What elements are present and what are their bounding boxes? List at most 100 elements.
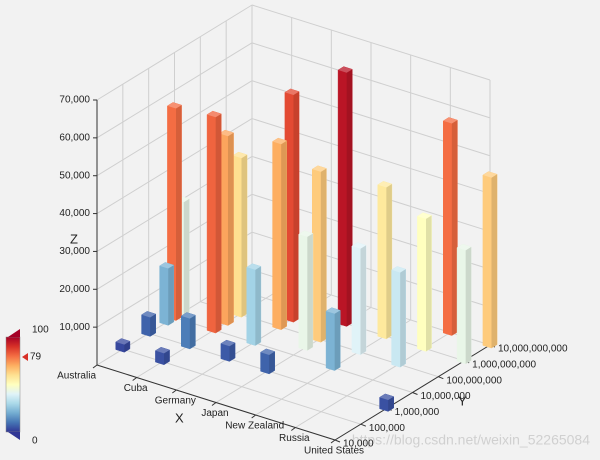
bar-body bbox=[443, 117, 458, 336]
bar-top bbox=[443, 117, 458, 124]
bar bbox=[379, 393, 394, 412]
x-tick-label: New Zealand bbox=[225, 421, 284, 432]
bar-top bbox=[377, 181, 392, 188]
x-tick-label: Japan bbox=[201, 408, 228, 419]
bar-top bbox=[260, 348, 275, 355]
bar bbox=[312, 165, 327, 343]
y-tick bbox=[334, 439, 341, 443]
bar-body bbox=[155, 346, 170, 365]
bar-side bbox=[255, 266, 261, 346]
bar bbox=[220, 339, 236, 362]
bar bbox=[456, 243, 472, 365]
bar-body bbox=[272, 137, 287, 330]
y-tick bbox=[438, 376, 444, 380]
bar-top bbox=[272, 138, 287, 145]
bar-body bbox=[417, 212, 432, 352]
bar-body bbox=[379, 393, 394, 412]
bar-body bbox=[351, 242, 367, 355]
bar-body bbox=[220, 339, 236, 362]
x-tick bbox=[330, 439, 336, 444]
colorbar-min-arrow bbox=[8, 432, 20, 440]
bar-body bbox=[246, 263, 262, 346]
bar-body bbox=[456, 243, 472, 365]
bar-side bbox=[163, 349, 170, 365]
bar bbox=[141, 311, 156, 337]
y-tick-label: 10,000,000,000 bbox=[498, 344, 568, 355]
bar-top bbox=[284, 88, 300, 96]
x-tick bbox=[92, 364, 98, 369]
x-tick bbox=[132, 377, 137, 381]
bar-top bbox=[417, 212, 432, 219]
bar-top bbox=[312, 165, 327, 172]
y-axis-label: Y bbox=[458, 393, 467, 408]
bar bbox=[167, 102, 182, 321]
bar-side bbox=[183, 198, 190, 316]
bar-side bbox=[491, 174, 498, 349]
x-tick bbox=[251, 414, 256, 419]
x-tick-label: Australia bbox=[57, 371, 96, 382]
z-tick-label: 70,000 bbox=[59, 95, 90, 106]
bar-top bbox=[482, 171, 498, 178]
bar bbox=[155, 346, 170, 365]
y-tick-label: 1,000,000 bbox=[395, 407, 440, 418]
x-tick-label: United States bbox=[304, 446, 364, 457]
bar-top bbox=[115, 338, 130, 345]
bar-side bbox=[269, 351, 275, 374]
y-tick-label: 1,000,000,000 bbox=[472, 359, 536, 370]
bar-top bbox=[232, 152, 248, 159]
bar-top bbox=[159, 262, 174, 269]
bar bbox=[377, 181, 393, 340]
z-tick-label: 20,000 bbox=[59, 284, 90, 295]
bar-side bbox=[334, 310, 341, 371]
bar bbox=[417, 212, 432, 352]
bar bbox=[443, 117, 458, 336]
bar-side bbox=[451, 120, 458, 336]
bar-body bbox=[206, 110, 222, 334]
bar-top bbox=[155, 347, 170, 354]
x-tick bbox=[172, 389, 177, 394]
bar-side bbox=[360, 245, 367, 355]
bar-side bbox=[215, 113, 222, 334]
bar-body bbox=[141, 311, 156, 337]
bar bbox=[337, 66, 353, 327]
colorbar bbox=[5, 336, 21, 433]
bar-side bbox=[175, 105, 182, 321]
bar-side bbox=[168, 265, 174, 326]
x-tick bbox=[291, 427, 296, 431]
bar-top bbox=[167, 102, 182, 109]
bar bbox=[159, 262, 175, 326]
bar bbox=[260, 348, 275, 375]
bar-side bbox=[150, 314, 156, 337]
bar-body bbox=[325, 307, 341, 371]
bar-top bbox=[351, 242, 367, 249]
bar-body bbox=[312, 165, 327, 343]
bar-side bbox=[346, 69, 353, 327]
watermark: https://blog.csdn.net/weixin_52265084 bbox=[352, 432, 590, 448]
x-axis-label: X bbox=[175, 410, 184, 425]
bar-body bbox=[159, 262, 175, 326]
bar-body bbox=[115, 338, 131, 353]
bar-body bbox=[337, 66, 353, 327]
bar bbox=[246, 263, 262, 346]
colorbar-max-arrow bbox=[8, 329, 20, 337]
x-tick-label: Germany bbox=[155, 396, 196, 407]
y-tick-label: 10,000,000 bbox=[421, 391, 471, 402]
bar bbox=[272, 137, 287, 330]
bar-side bbox=[241, 154, 248, 318]
bar bbox=[206, 110, 222, 334]
bar-top bbox=[207, 111, 222, 118]
bar bbox=[284, 88, 300, 323]
y-tick-label: 10,000 bbox=[343, 439, 374, 450]
bar-top bbox=[379, 393, 394, 401]
colorbar-max-label: 100 bbox=[32, 325, 49, 336]
x-tick-label: Cuba bbox=[124, 383, 148, 394]
bar-side bbox=[124, 341, 130, 353]
bar-body bbox=[377, 181, 393, 340]
colorbar-min-label: 0 bbox=[32, 436, 38, 447]
bar bbox=[298, 230, 314, 351]
z-tick-label: 50,000 bbox=[59, 170, 90, 181]
bar bbox=[219, 129, 234, 326]
bar bbox=[482, 171, 498, 349]
bar-side bbox=[307, 233, 313, 351]
bar-side bbox=[465, 246, 472, 364]
